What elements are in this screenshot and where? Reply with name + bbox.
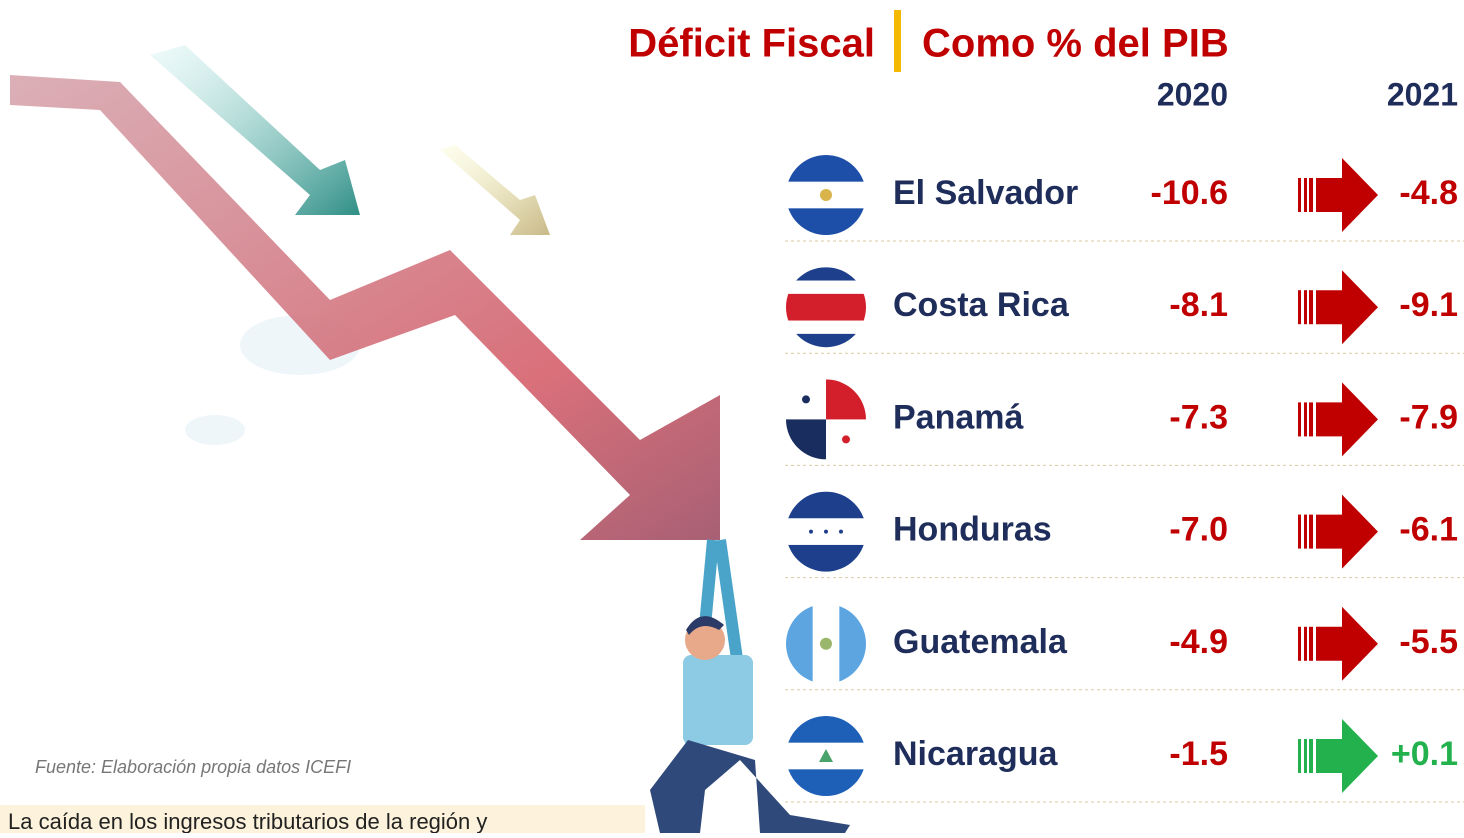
arrow-tail (1309, 739, 1313, 773)
value-2020: -7.0 (1169, 511, 1228, 549)
table-row: Nicaragua -1.5 +0.1 (785, 716, 1464, 802)
country-name: Panamá (893, 398, 1023, 436)
value-2020: -10.6 (1151, 174, 1229, 212)
change-arrow (1316, 158, 1378, 232)
flag-emblem (820, 189, 832, 201)
flag-stripe (786, 294, 866, 308)
arrow-tail (1309, 515, 1313, 549)
value-2020: -7.3 (1169, 398, 1228, 436)
flag-stripe (786, 334, 866, 348)
value-2021: -5.5 (1399, 623, 1458, 661)
title-divider (894, 10, 901, 72)
arrow-tail (1309, 290, 1313, 324)
arrow-tail (1298, 515, 1301, 549)
change-arrow (1316, 495, 1378, 569)
arrow-tail (1304, 739, 1307, 773)
flag-stripe (786, 769, 866, 796)
table-row: Honduras -7.0 -6.1 (785, 492, 1464, 578)
flag-stripe (786, 281, 866, 295)
flag-star (824, 530, 828, 534)
flag-star (809, 530, 813, 534)
table-row: Panamá -7.3 -7.9 (785, 379, 1464, 465)
country-name: Honduras (893, 511, 1052, 549)
illustration (10, 45, 850, 833)
flag-stripe (786, 545, 866, 572)
arrow-tail (1304, 627, 1307, 661)
flag-star (842, 435, 850, 443)
footer-text: La caída en los ingresos tributarios de … (8, 809, 487, 833)
value-2020: -8.1 (1169, 286, 1228, 324)
table-row: Guatemala -4.9 -5.5 (785, 604, 1464, 690)
change-arrow (1316, 607, 1378, 681)
country-name: El Salvador (893, 174, 1078, 212)
flag-star (802, 395, 810, 403)
title-left: Déficit Fiscal (628, 22, 875, 66)
table-row: El Salvador -10.6 -4.8 (785, 155, 1464, 241)
column-header: 2020 (1157, 76, 1228, 112)
arrow-tail (1304, 402, 1307, 436)
flag-stripe (786, 492, 866, 519)
country-name: Nicaragua (893, 735, 1058, 773)
flag-stripe (786, 155, 866, 182)
arrow-tail (1304, 178, 1307, 212)
table: El Salvador -10.6 -4.8 Costa Rica -8.1 -9.1 Pa… (785, 155, 1464, 802)
value-2020: -4.9 (1169, 623, 1228, 661)
flag-stripe (786, 267, 866, 281)
arrow-tail (1309, 402, 1313, 436)
value-2021: -6.1 (1399, 511, 1458, 549)
arrow-tail (1298, 739, 1301, 773)
arrow-tail (1298, 627, 1301, 661)
column-header: 2021 (1387, 76, 1458, 112)
value-2021: -9.1 (1399, 286, 1458, 324)
table-row: Costa Rica -8.1 -9.1 (785, 267, 1464, 353)
flag-quarter (786, 419, 826, 459)
arrow-tail (1309, 627, 1313, 661)
value-2020: -1.5 (1169, 735, 1228, 773)
flag-stripe (786, 321, 866, 335)
title-right: Como % del PIB (922, 22, 1229, 66)
flag-quarter (826, 379, 866, 419)
arrow-tail (1304, 290, 1307, 324)
flag-stripe (786, 208, 866, 235)
arrow-tail (1298, 290, 1301, 324)
flag-stripe (786, 307, 866, 321)
flag-stripe (839, 604, 866, 684)
flag-stripe (786, 604, 813, 684)
arrow-tail (1298, 402, 1301, 436)
arrow-tail (1309, 178, 1313, 212)
flag-star (839, 530, 843, 534)
value-2021: +0.1 (1391, 735, 1458, 773)
flag-stripe (786, 716, 866, 743)
country-name: Guatemala (893, 623, 1068, 661)
value-2021: -4.8 (1399, 174, 1458, 212)
country-name: Costa Rica (893, 286, 1070, 324)
change-arrow (1316, 719, 1378, 793)
arrow-tail (1304, 515, 1307, 549)
value-2021: -7.9 (1399, 398, 1458, 436)
source-note: Fuente: Elaboración propia datos ICEFI (35, 757, 351, 777)
flag-emblem (820, 638, 832, 650)
arrow-tail (1298, 178, 1301, 212)
infographic: Fuente: Elaboración propia datos ICEFI L… (0, 0, 1464, 833)
change-arrow (1316, 270, 1378, 344)
change-arrow (1316, 382, 1378, 456)
